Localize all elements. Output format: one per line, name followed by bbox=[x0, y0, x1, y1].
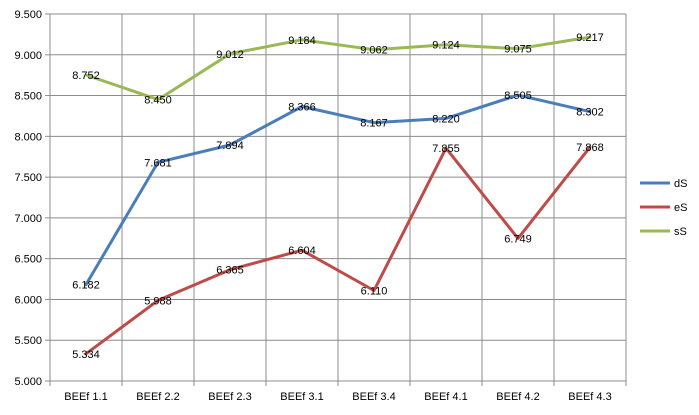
data-label-dS: 8.220 bbox=[432, 113, 460, 125]
data-label-dS: 8.167 bbox=[360, 118, 388, 130]
data-label-sS: 8.450 bbox=[144, 95, 172, 107]
data-label-sS: 8.752 bbox=[72, 70, 100, 82]
legend-label-dS: dS bbox=[674, 178, 687, 190]
data-label-sS: 9.124 bbox=[432, 40, 460, 52]
x-tick-label: BEEf 3.1 bbox=[280, 391, 323, 403]
data-label-eS: 6.604 bbox=[288, 245, 316, 257]
data-label-dS: 7.681 bbox=[144, 157, 172, 169]
x-tick-label: BEEf 4.1 bbox=[424, 391, 467, 403]
series-line-sS bbox=[84, 35, 592, 102]
x-tick-label: BEEf 2.2 bbox=[136, 391, 179, 403]
x-tick-label: BEEf 4.3 bbox=[568, 391, 611, 403]
y-tick-label: 8.500 bbox=[14, 91, 42, 103]
y-axis-ticks: 5.000 5.500 6.000 6.500 7.000 7.500 8.000 8.500… bbox=[14, 9, 42, 388]
data-label-eS: 6.365 bbox=[216, 265, 244, 277]
data-label-dS: 8.505 bbox=[504, 90, 532, 102]
data-labels: 6.182 7.681 7.894 8.366 8.167 8.220 8.505 8.302… bbox=[72, 32, 604, 361]
y-tick-label: 9.000 bbox=[14, 50, 42, 62]
data-label-eS: 7.868 bbox=[576, 142, 604, 154]
legend-label-eS: eS bbox=[674, 202, 687, 214]
data-label-eS: 5.334 bbox=[72, 349, 100, 361]
data-label-sS: 9.184 bbox=[288, 35, 316, 47]
y-tick-label: 9.500 bbox=[14, 9, 42, 21]
y-tick-label: 6.000 bbox=[14, 294, 42, 306]
x-tick-label: BEEf 4.2 bbox=[496, 391, 539, 403]
y-tick-label: 5.500 bbox=[14, 335, 42, 347]
x-tick-label: BEEf 2.3 bbox=[208, 391, 251, 403]
data-label-dS: 8.302 bbox=[576, 107, 604, 119]
data-label-sS: 9.012 bbox=[216, 49, 244, 61]
data-label-sS: 9.075 bbox=[504, 44, 532, 56]
data-label-sS: 9.217 bbox=[576, 32, 604, 44]
data-label-eS: 5.988 bbox=[144, 295, 172, 307]
series-line-dS bbox=[84, 93, 592, 287]
axes bbox=[45, 13, 627, 386]
data-label-dS: 6.182 bbox=[72, 280, 100, 292]
y-tick-label: 7.500 bbox=[14, 172, 42, 184]
data-label-eS: 7.855 bbox=[432, 143, 460, 155]
legend: dS eS sS bbox=[640, 178, 687, 238]
x-tick-label: BEEf 1.1 bbox=[64, 391, 107, 403]
series-line-eS bbox=[84, 145, 592, 356]
data-label-eS: 6.110 bbox=[361, 285, 388, 297]
y-tick-label: 7.000 bbox=[14, 213, 42, 225]
y-tick-label: 6.500 bbox=[14, 254, 42, 266]
x-tick-label: BEEf 3.4 bbox=[352, 391, 395, 403]
x-axis-ticks: BEEf 1.1 BEEf 2.2 BEEf 2.3 BEEf 3.1 BEEf 3.4… bbox=[64, 391, 611, 403]
data-label-sS: 9.062 bbox=[360, 45, 388, 57]
data-label-dS: 7.894 bbox=[216, 140, 244, 152]
series-lines bbox=[84, 35, 592, 356]
y-tick-label: 5.000 bbox=[14, 376, 42, 388]
y-tick-label: 8.000 bbox=[14, 131, 42, 143]
data-label-eS: 6.749 bbox=[504, 233, 532, 245]
legend-label-sS: sS bbox=[674, 226, 687, 238]
data-label-dS: 8.366 bbox=[288, 101, 316, 113]
